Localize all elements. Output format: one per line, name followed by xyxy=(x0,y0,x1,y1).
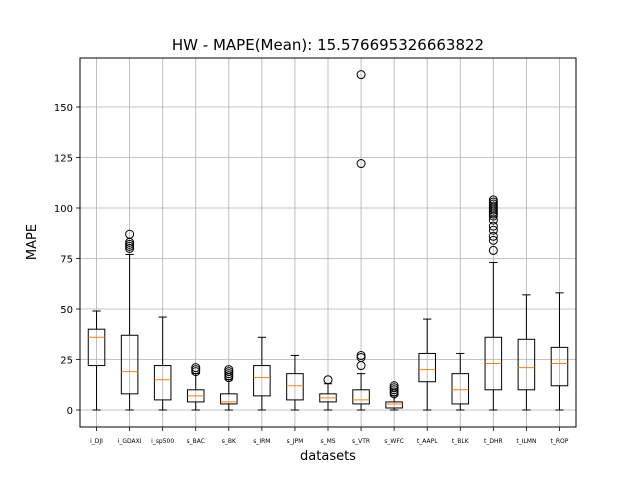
box-body xyxy=(352,389,370,405)
x-tick-label: s_IRM xyxy=(253,438,270,445)
box-s_BAC xyxy=(186,363,205,411)
box-series xyxy=(87,70,569,411)
outlier-point xyxy=(488,245,498,255)
outlier-point xyxy=(488,225,498,235)
x-tick-label: t_DHR xyxy=(484,438,503,445)
box-t_BLK xyxy=(451,352,470,411)
outlier-point xyxy=(356,70,366,80)
y-tick-label: 25 xyxy=(60,356,73,367)
y-tick-label: 125 xyxy=(54,154,73,165)
x-tick-label: s_VTR xyxy=(352,438,370,445)
chart-title: HW - MAPE(Mean): 15.576695326663822 xyxy=(172,36,484,54)
box-body xyxy=(286,373,304,401)
box-body xyxy=(385,401,403,409)
x-tick-label: i_DJI xyxy=(90,438,103,445)
y-tick-label: 50 xyxy=(60,305,73,316)
box-body xyxy=(220,393,238,405)
x-tick-label: s_WFC xyxy=(384,438,404,445)
x-axis-ticks: i_DJI i_GDAXI i_sp500 s_BAC s_BK s_IRM s_JPM s_… xyxy=(90,427,569,445)
outlier-point xyxy=(488,195,498,205)
box-body xyxy=(253,365,271,397)
box-i_sp500 xyxy=(153,316,172,411)
box-s_IRM xyxy=(253,336,271,411)
outlier-point xyxy=(488,231,498,241)
x-tick-label: s_BAC xyxy=(187,438,205,445)
box-body xyxy=(451,373,470,405)
outlier-point xyxy=(224,365,234,375)
box-s_MS xyxy=(319,375,337,411)
box-t_ROP xyxy=(550,292,569,411)
outlier-point xyxy=(125,229,135,239)
box-t_ILMN xyxy=(517,294,536,411)
x-tick-label: i_GDAXI xyxy=(118,438,142,445)
outlier-point xyxy=(191,363,201,373)
box-s_WFC xyxy=(385,381,403,411)
x-tick-label: s_MS xyxy=(320,438,335,445)
outlier-point xyxy=(389,381,399,391)
x-tick-label: s_JPM xyxy=(287,438,304,445)
y-axis-ticks: 0 25 50 75 100 125 150 xyxy=(54,103,80,417)
outlier-point xyxy=(356,350,366,360)
box-body xyxy=(120,334,139,395)
box-i_DJI xyxy=(87,310,106,411)
y-axis-label: MAPE xyxy=(25,224,40,260)
x-tick-label: t_ILMN xyxy=(516,438,536,445)
y-tick-label: 75 xyxy=(60,255,73,266)
x-tick-label: t_ROP xyxy=(551,438,569,445)
x-axis-label: datasets xyxy=(300,449,356,464)
box-body xyxy=(517,338,536,391)
outlier-point xyxy=(488,235,498,245)
box-t_DHR xyxy=(484,195,503,411)
box-body xyxy=(153,365,172,401)
box-body xyxy=(418,352,436,383)
box-s_JPM xyxy=(286,354,304,411)
box-s_VTR xyxy=(352,70,370,411)
box-body xyxy=(87,328,106,367)
y-tick-label: 150 xyxy=(54,103,73,114)
box-body xyxy=(550,346,569,387)
box-s_BK xyxy=(220,365,238,411)
x-tick-label: t_BLK xyxy=(452,438,470,445)
outlier-point xyxy=(488,221,498,231)
outlier-point xyxy=(323,375,333,385)
x-tick-label: i_sp500 xyxy=(151,438,174,445)
x-tick-label: t_AAPL xyxy=(417,438,438,445)
box-t_AAPL xyxy=(418,318,436,411)
y-tick-label: 100 xyxy=(54,204,73,215)
box-i_GDAXI xyxy=(120,229,139,411)
x-tick-label: s_BK xyxy=(222,438,237,445)
outlier-point xyxy=(356,159,366,169)
y-tick-label: 0 xyxy=(67,406,73,417)
